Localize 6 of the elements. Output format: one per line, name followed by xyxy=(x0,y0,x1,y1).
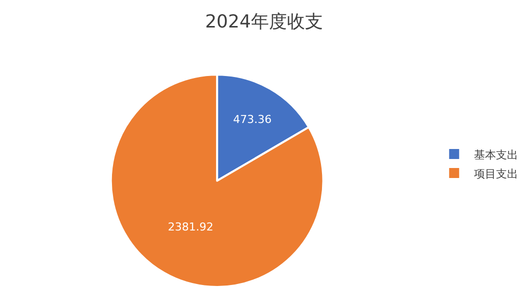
pie-slice xyxy=(110,74,324,288)
legend-label: 基本支出 xyxy=(474,148,518,162)
data-label: 2381.92 xyxy=(168,220,214,234)
data-label: 473.36 xyxy=(233,112,272,126)
legend-label: 项目支出 xyxy=(474,167,518,180)
chart-title: 2024年度收支 xyxy=(205,11,323,32)
